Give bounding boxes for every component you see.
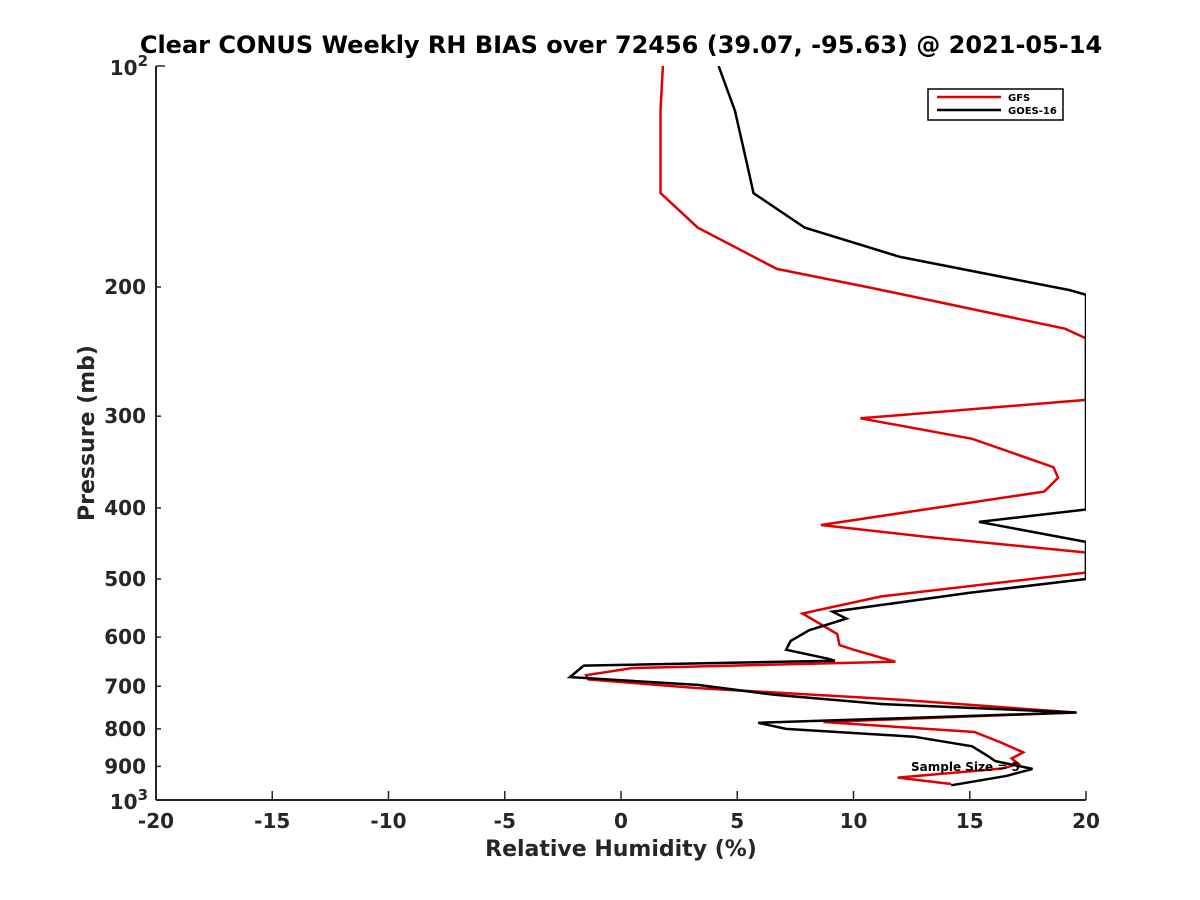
y-tick-label: 400 (104, 496, 146, 520)
y-tick-label: 700 (104, 674, 146, 698)
y-tick-label: 500 (104, 567, 146, 591)
x-tick-label: 20 (1072, 809, 1100, 833)
series-line-gfs (584, 66, 1086, 786)
x-tick-label: -15 (254, 809, 290, 833)
x-tick-label: 5 (730, 809, 744, 833)
y-tick-label-power: 103 (110, 786, 148, 814)
x-tick-label: 0 (614, 809, 628, 833)
y-axis-label: Pressure (mb) (75, 345, 100, 521)
y-tick-label: 600 (104, 625, 146, 649)
x-tick-label: -5 (494, 809, 516, 833)
x-axis-label: Relative Humidity (%) (485, 837, 757, 862)
sample-size-annotation: Sample Size = 5 (911, 760, 1020, 774)
y-tick-label: 300 (104, 404, 146, 428)
series-layer (566, 66, 1086, 787)
legend: GFS GOES-16 (927, 88, 1064, 121)
chart-title: Clear CONUS Weekly RH BIAS over 72456 (3… (140, 31, 1102, 59)
axis-layer: -20 -15 -10 -5 0 5 10 15 20 200 300 400 500 600 700 800… (104, 52, 1100, 833)
x-tick-label: 15 (956, 809, 984, 833)
legend-label-gfs: GFS (1008, 93, 1030, 104)
legend-label-goes-16: GOES-16 (1008, 106, 1057, 117)
series-line-goes-16 (566, 66, 1086, 787)
x-tick-label: 10 (840, 809, 868, 833)
y-tick-label-power: 102 (110, 52, 148, 80)
y-tick-label: 200 (104, 275, 146, 299)
x-tick-label: -20 (138, 809, 174, 833)
x-tick-label: -10 (370, 809, 406, 833)
y-tick-label: 900 (104, 754, 146, 778)
y-tick-label: 800 (104, 717, 146, 741)
legend-box (927, 88, 1064, 121)
